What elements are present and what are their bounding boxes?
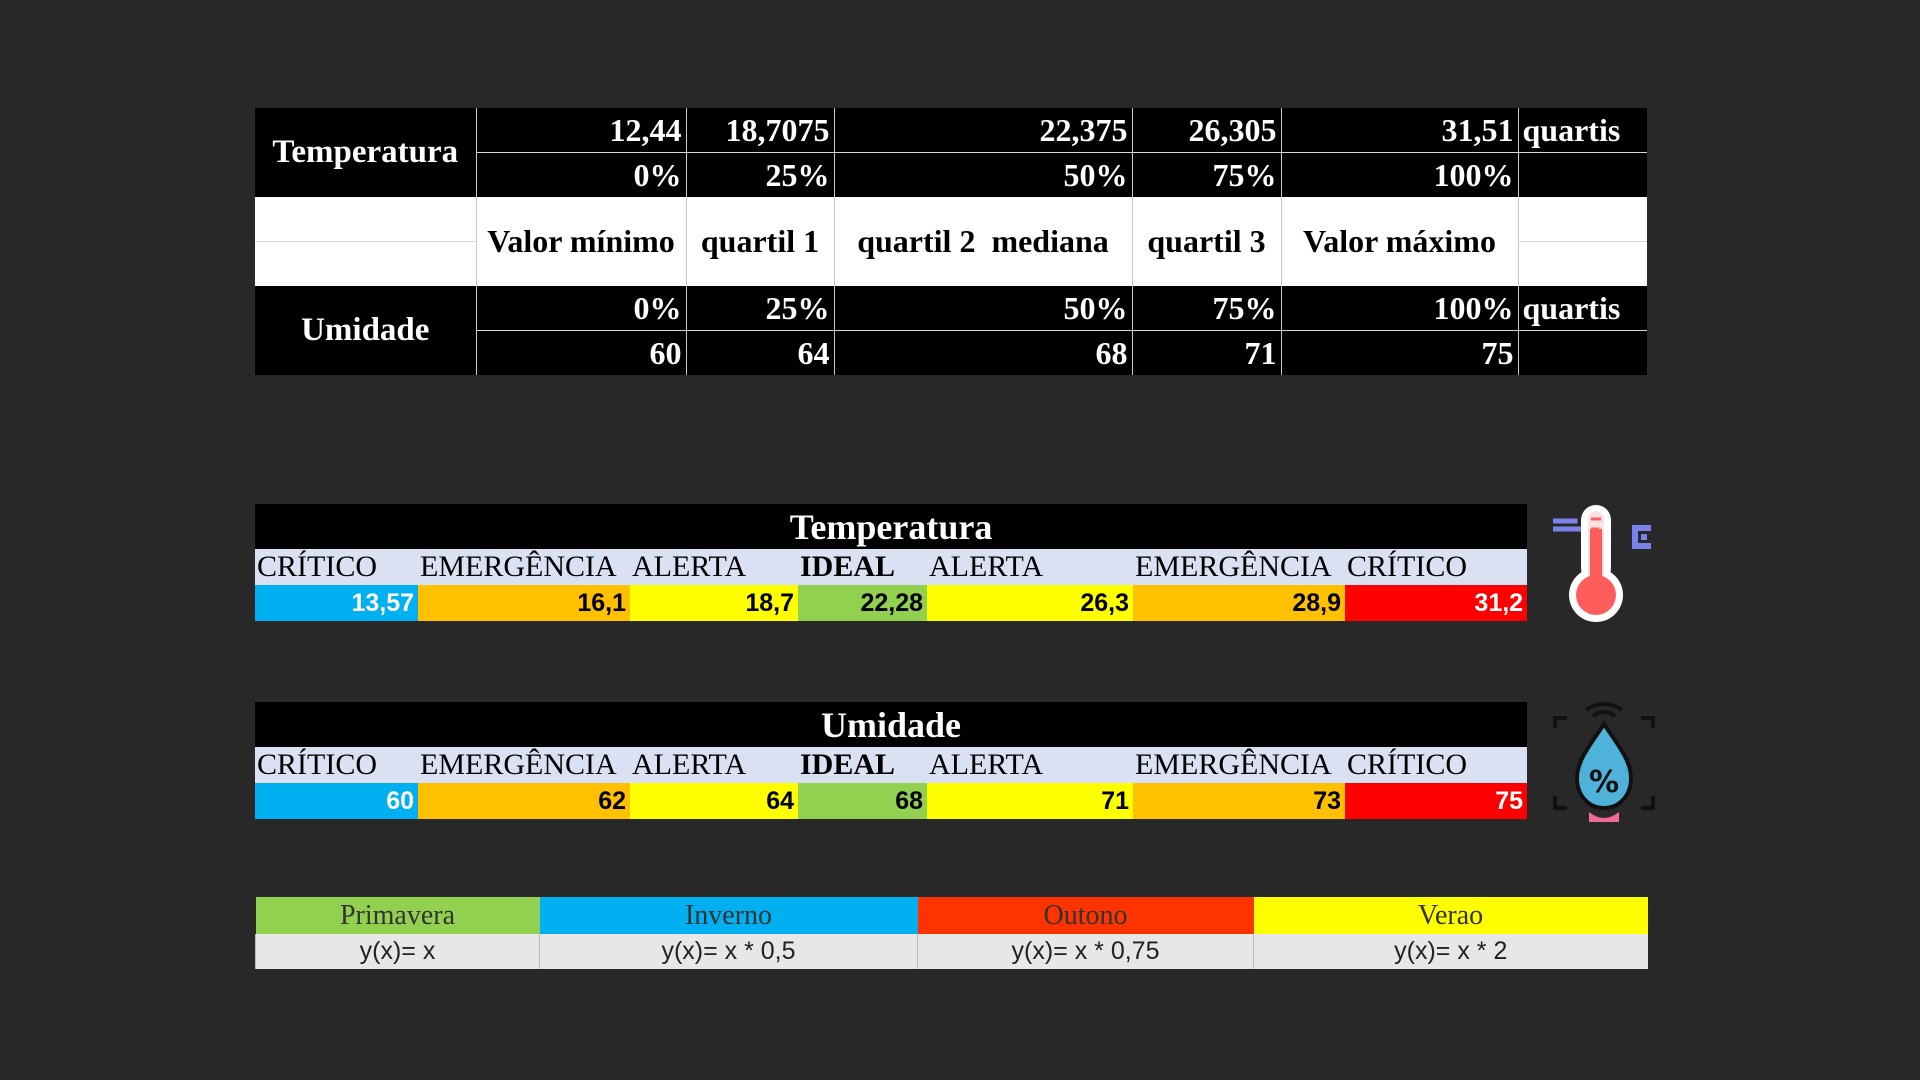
scale-label-critico: CRÍTICO bbox=[255, 747, 418, 783]
scale-value-emergencia-low: 16,1 bbox=[418, 585, 630, 621]
label-valor-minimo: Valor mínimo bbox=[475, 197, 686, 286]
season-primavera: Primavera bbox=[255, 897, 540, 934]
humidity-scale-title: Umidade bbox=[255, 702, 1528, 747]
umid-min-value: 60 bbox=[475, 330, 686, 375]
scale-value-alerta-high: 71 bbox=[927, 783, 1133, 819]
temp-pct-75: 75% bbox=[1131, 152, 1281, 197]
empty-cell bbox=[1517, 330, 1647, 375]
label-quartil-2-mediana: quartil 2 mediana bbox=[833, 197, 1132, 286]
season-verao: Verao bbox=[1253, 897, 1648, 934]
empty-cell bbox=[1517, 152, 1647, 197]
umid-pct-100: 100% bbox=[1280, 286, 1518, 331]
thermometer-icon bbox=[1552, 503, 1655, 623]
scale-value-alerta-low: 64 bbox=[630, 783, 798, 819]
scale-label-alerta: ALERTA bbox=[630, 549, 798, 585]
scale-value-ideal: 22,28 bbox=[798, 585, 927, 621]
seasons-table: Primavera Inverno Outono Verao y(x)= x y… bbox=[255, 897, 1648, 969]
quartile-table: Temperatura 12,44 18,7075 22,375 26,305 … bbox=[255, 108, 1647, 375]
scale-value-emergencia-low: 62 bbox=[418, 783, 630, 819]
scale-label-critico: CRÍTICO bbox=[1345, 549, 1528, 585]
scale-label-alerta: ALERTA bbox=[927, 747, 1133, 783]
svg-text:%: % bbox=[1589, 765, 1619, 800]
umid-pct-50: 50% bbox=[833, 286, 1132, 331]
formula-primavera: y(x)= x bbox=[255, 934, 540, 969]
scale-label-critico: CRÍTICO bbox=[255, 549, 418, 585]
label-quartil-3: quartil 3 bbox=[1131, 197, 1281, 286]
umidade-row-label: Umidade bbox=[255, 286, 476, 375]
temp-min-value: 12,44 bbox=[475, 108, 686, 153]
temp-pct-100: 100% bbox=[1280, 152, 1518, 197]
temp-q3-value: 26,305 bbox=[1131, 108, 1281, 153]
humidity-scale-table: Umidade CRÍTICO EMERGÊNCIA ALERTA IDEAL … bbox=[255, 702, 1528, 819]
temperature-scale-title: Temperatura bbox=[255, 504, 1528, 549]
temp-max-value: 31,51 bbox=[1280, 108, 1518, 153]
scale-value-alerta-high: 26,3 bbox=[927, 585, 1133, 621]
scale-value-critico-high: 31,2 bbox=[1345, 585, 1528, 621]
umid-pct-0: 0% bbox=[475, 286, 686, 331]
temp-pct-50: 50% bbox=[833, 152, 1132, 197]
temperature-scale-table: Temperatura CRÍTICO EMERGÊNCIA ALERTA ID… bbox=[255, 504, 1528, 621]
scale-value-critico-low: 60 bbox=[255, 783, 418, 819]
temp-q1-value: 18,7075 bbox=[685, 108, 834, 153]
empty-cell bbox=[1517, 197, 1647, 242]
umid-quartis-tag: quartis bbox=[1517, 286, 1647, 331]
scale-label-emergencia: EMERGÊNCIA bbox=[418, 549, 630, 585]
temp-pct-25: 25% bbox=[685, 152, 834, 197]
scale-value-emergencia-high: 28,9 bbox=[1133, 585, 1345, 621]
umid-q3-value: 71 bbox=[1131, 330, 1281, 375]
scale-label-emergencia: EMERGÊNCIA bbox=[418, 747, 630, 783]
label-quartil-1: quartil 1 bbox=[685, 197, 834, 286]
empty-cell bbox=[1517, 241, 1647, 286]
umid-pct-25: 25% bbox=[685, 286, 834, 331]
temp-pct-0: 0% bbox=[475, 152, 686, 197]
formula-inverno: y(x)= x * 0,5 bbox=[539, 934, 918, 969]
scale-label-critico: CRÍTICO bbox=[1345, 747, 1528, 783]
scale-label-alerta: ALERTA bbox=[630, 747, 798, 783]
scale-value-emergencia-high: 73 bbox=[1133, 783, 1345, 819]
temp-q2-value: 22,375 bbox=[833, 108, 1132, 153]
formula-outono: y(x)= x * 0,75 bbox=[917, 934, 1254, 969]
scale-label-ideal: IDEAL bbox=[798, 747, 927, 783]
scale-label-emergencia: EMERGÊNCIA bbox=[1133, 549, 1345, 585]
scale-value-critico-low: 13,57 bbox=[255, 585, 418, 621]
formula-verao: y(x)= x * 2 bbox=[1253, 934, 1648, 969]
temp-quartis-tag: quartis bbox=[1517, 108, 1647, 153]
empty-cell bbox=[255, 197, 476, 242]
umid-pct-75: 75% bbox=[1131, 286, 1281, 331]
scale-label-alerta: ALERTA bbox=[927, 549, 1133, 585]
season-inverno: Inverno bbox=[539, 897, 918, 934]
empty-cell bbox=[255, 241, 476, 286]
scale-value-ideal: 68 bbox=[798, 783, 927, 819]
temperatura-row-label: Temperatura bbox=[255, 108, 476, 197]
season-outono: Outono bbox=[917, 897, 1254, 934]
scale-label-ideal: IDEAL bbox=[798, 549, 927, 585]
label-valor-maximo: Valor máximo bbox=[1280, 197, 1518, 286]
scale-value-critico-high: 75 bbox=[1345, 783, 1528, 819]
umid-q2-value: 68 bbox=[833, 330, 1132, 375]
humidity-icon: % bbox=[1553, 700, 1655, 824]
umid-max-value: 75 bbox=[1280, 330, 1518, 375]
scale-value-alerta-low: 18,7 bbox=[630, 585, 798, 621]
umid-q1-value: 64 bbox=[685, 330, 834, 375]
scale-label-emergencia: EMERGÊNCIA bbox=[1133, 747, 1345, 783]
